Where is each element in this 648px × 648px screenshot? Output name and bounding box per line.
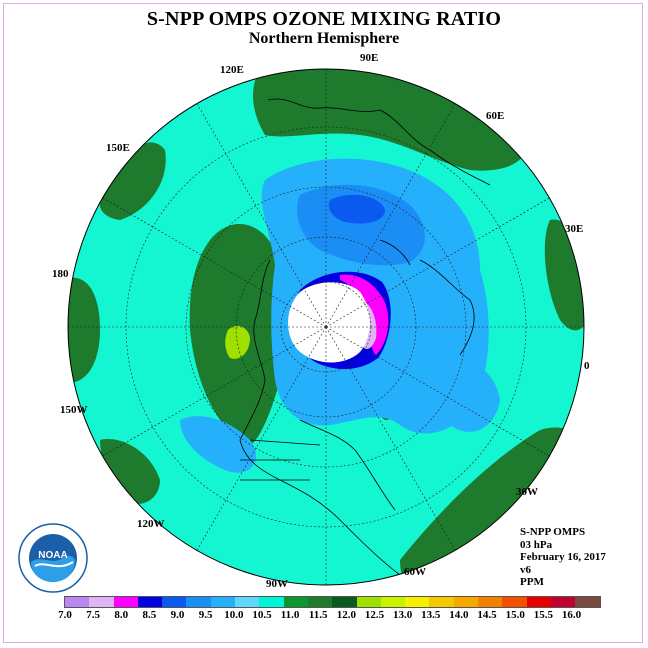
colorbar-swatch xyxy=(89,597,114,607)
colorbar-tick-label: 12.0 xyxy=(336,609,356,621)
colorbar-tick-label: 13.5 xyxy=(421,609,441,621)
colorbar-tick-label: 14.0 xyxy=(449,609,469,621)
colorbar-swatch xyxy=(186,597,211,607)
colorbar-tick-label: 15.5 xyxy=(533,609,553,621)
map-boundary xyxy=(67,68,585,586)
colorbar-ticks: 7.0 7.5 8.0 8.5 9.0 9.5 10.0 10.5 11.0 11.5 12.0 12… xyxy=(0,609,648,623)
info-units: PPM xyxy=(520,576,544,588)
ozone-high-sw xyxy=(100,439,160,504)
colorbar-swatch xyxy=(235,597,260,607)
colorbar-swatch xyxy=(332,597,357,607)
colorbar-swatch xyxy=(526,597,551,607)
coastlines xyxy=(239,98,491,576)
page-subtitle: Northern Hemisphere xyxy=(248,30,400,47)
lon-label-30e: 30E xyxy=(565,223,584,235)
colorbar-tick-label: 11.5 xyxy=(308,609,328,621)
colorbar-tick-label: 9.0 xyxy=(170,609,185,621)
lon-label-120e: 120E xyxy=(220,64,244,76)
colorbar-tick-label: 7.5 xyxy=(86,609,100,621)
lon-label-30w: 30W xyxy=(516,486,538,498)
colorbar-tick-label: 14.5 xyxy=(477,609,497,621)
lon-label-180: 180 xyxy=(52,268,69,280)
lon-label-150e: 150E xyxy=(106,142,130,154)
colorbar-swatch xyxy=(502,597,527,607)
noaa-logo-text: NOAA xyxy=(38,550,67,561)
info-block: S-NPP OMPS 03 hPa February 16, 2017 v6 P… xyxy=(520,526,606,589)
lon-label-60w: 60W xyxy=(404,566,426,578)
colorbar-swatch xyxy=(259,597,284,607)
colorbar-swatch xyxy=(575,597,600,607)
colorbar-tick-label: 13.0 xyxy=(393,609,413,621)
colorbar-swatch xyxy=(550,597,576,607)
colorbar-tick-label: 10.5 xyxy=(252,609,272,621)
lon-label-120w: 120W xyxy=(137,518,165,530)
colorbar-swatch xyxy=(307,597,333,607)
colorbar-swatch xyxy=(380,597,406,607)
colorbar-tick-label: 10.0 xyxy=(224,609,244,621)
ozone-low-core xyxy=(328,194,385,224)
lon-label-60e: 60E xyxy=(486,110,505,122)
lon-label-150w: 150W xyxy=(60,404,88,416)
colorbar-swatch xyxy=(210,597,236,607)
info-instrument: S-NPP OMPS xyxy=(520,526,586,538)
colorbar-tick-label: 8.5 xyxy=(142,609,157,621)
graticule xyxy=(68,69,584,585)
ozone-peak xyxy=(225,325,250,359)
colorbar-tick-label: 9.5 xyxy=(198,609,213,621)
colorbar-swatch xyxy=(405,597,430,607)
colorbar-swatch xyxy=(478,597,503,607)
colorbar-swatch xyxy=(453,597,479,607)
colorbar-swatch xyxy=(283,597,308,607)
vortex-ring-magenta xyxy=(340,274,389,355)
colorbar-swatch xyxy=(65,597,90,607)
lon-label-90w: 90W xyxy=(266,578,288,590)
lon-label-90e: 90E xyxy=(360,52,379,64)
colorbar-tick-label: 15.0 xyxy=(505,609,525,621)
ozone-low-pacific xyxy=(180,416,256,473)
colorbar-swatch xyxy=(356,597,381,607)
colorbar-tick-label: 8.0 xyxy=(114,609,129,621)
colorbar-tick-label: 16.0 xyxy=(561,609,582,621)
colorbar-swatch xyxy=(162,597,187,607)
colorbar-tick-label: 7.0 xyxy=(58,609,72,621)
info-version: v6 xyxy=(520,563,531,576)
colorbar-swatch xyxy=(113,597,138,607)
colorbar xyxy=(64,596,601,608)
colorbar-swatch xyxy=(429,597,454,607)
ozone-low-atlantic xyxy=(440,359,500,432)
info-pressure: 03 hPa xyxy=(520,538,553,551)
page-title: S-NPP OMPS OZONE MIXING RATIO xyxy=(146,8,502,30)
colorbar-swatch xyxy=(137,597,163,607)
colorbar-tick-label: 12.5 xyxy=(364,609,385,621)
noaa-logo: NOAA xyxy=(17,522,89,599)
lon-label-0: 0 xyxy=(584,360,590,372)
info-date: February 16, 2017 xyxy=(520,551,606,563)
colorbar-tick-label: 11.0 xyxy=(280,609,300,621)
ozone-high-nw xyxy=(99,142,166,220)
